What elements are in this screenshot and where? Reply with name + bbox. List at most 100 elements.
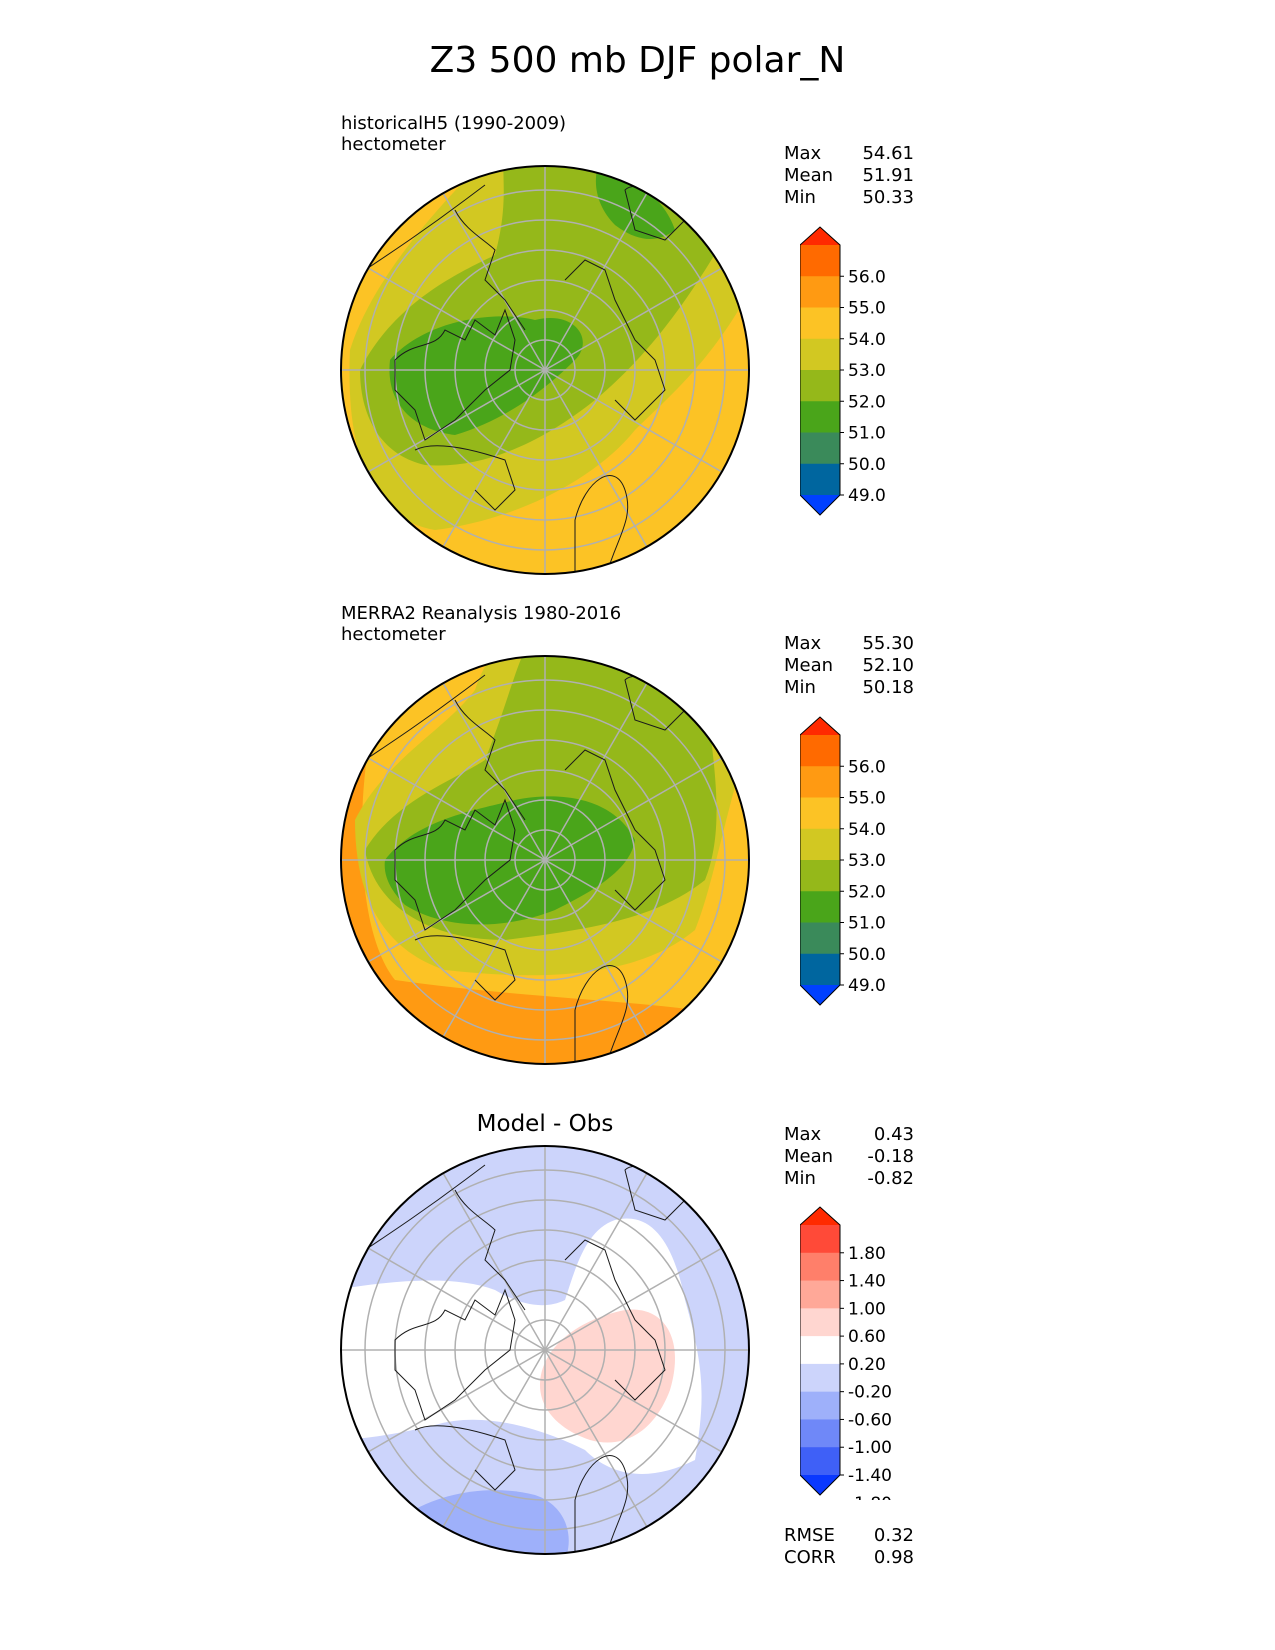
colorbar-segment — [800, 891, 840, 923]
panel-3-skill-stats: RMSE 0.32 CORR 0.98 — [784, 1525, 914, 1569]
colorbar-segment — [800, 922, 840, 955]
map-field — [595, 170, 675, 240]
colorbar-segment — [800, 797, 840, 830]
colorbar-tick-label: 48.0 — [848, 517, 886, 520]
map-boundary — [340, 165, 750, 575]
stat-label: Max — [784, 1124, 822, 1145]
colorbar-segment — [800, 245, 840, 277]
panel-1-case-label: historicalH5 (1990-2009) — [341, 113, 567, 134]
colorbar-segment — [800, 307, 840, 340]
colorbar-extend-max — [800, 227, 840, 245]
stat-label: Min — [784, 1168, 816, 1189]
colorbar-tick-label: 54.0 — [848, 330, 886, 350]
panel-1-polar-map — [340, 165, 750, 575]
colorbar-tick-label: 56.0 — [848, 267, 886, 287]
colorbar-tick-label: -1.00 — [848, 1438, 892, 1458]
stat-label: RMSE — [784, 1525, 835, 1546]
colorbar-segment — [800, 860, 840, 892]
panel-2-case-label: MERRA2 Reanalysis 1980-2016 — [341, 603, 622, 624]
colorbar-tick-label: 48.0 — [848, 1007, 886, 1010]
stat-label: Mean — [784, 165, 834, 186]
graticule — [341, 166, 749, 574]
stat-label: Min — [784, 677, 816, 698]
colorbar-tick-label: 1.80 — [848, 1244, 886, 1264]
colorbar-tick-label: 56.0 — [848, 757, 886, 777]
colorbar-tick-label: 50.0 — [848, 455, 886, 475]
colorbar-tick-label: 0.20 — [848, 1355, 886, 1375]
stat-label: Min — [784, 187, 816, 208]
colorbar-extend-min — [800, 495, 840, 515]
colorbar-segment — [800, 1252, 840, 1282]
colorbar-tick-label: 0.60 — [848, 1327, 886, 1347]
colorbar-extend-min — [800, 1475, 840, 1495]
map-boundary — [340, 655, 750, 1065]
stat-value: 51.91 — [862, 165, 914, 186]
colorbar-extend-min — [800, 985, 840, 1005]
stat-value: 54.61 — [862, 143, 914, 164]
colorbar-extend-max — [800, 1207, 840, 1225]
colorbar-tick-label: 52.0 — [848, 392, 886, 412]
colorbar-segment — [800, 735, 840, 767]
colorbar-segment — [800, 1363, 840, 1393]
panel-1-units-label: hectometer — [341, 134, 446, 155]
panel-2-units-label: hectometer — [341, 624, 446, 645]
panel-3-colorbar: 1.80 1.40 1.00 0.60 0.20 -0.20 -0.60 -1.00 -1.40… — [800, 1206, 892, 1500]
stat-value: 52.10 — [862, 655, 914, 676]
colorbar-segment — [800, 953, 840, 986]
colorbar-segment — [800, 276, 840, 308]
panel-1-colorbar: 56.0 55.0 54.0 53.0 52.0 51.0 50.0 49.0 48.0 — [800, 226, 886, 520]
panel-3-stats: Max 0.43 Mean -0.18 Min -0.82 — [784, 1124, 914, 1190]
colorbar-tick-label: 53.0 — [848, 361, 886, 381]
colorbar-extend-max — [800, 717, 840, 735]
colorbar-tick-label: 50.0 — [848, 945, 886, 965]
colorbar-segment — [800, 1391, 840, 1420]
graticule — [341, 656, 749, 1064]
panel-3-title: Model - Obs — [476, 1111, 614, 1137]
colorbar-segment — [800, 1225, 840, 1254]
map-field — [389, 316, 583, 435]
coastlines — [364, 674, 686, 1064]
colorbar-segment — [800, 1447, 840, 1476]
stat-value: -0.82 — [867, 1168, 914, 1189]
graticule — [341, 1146, 749, 1554]
panel-1-stats: Max 54.61 Mean 51.91 Min 50.33 — [784, 143, 914, 209]
stat-value: 55.30 — [862, 633, 914, 654]
colorbar-tick-label: 53.0 — [848, 851, 886, 871]
colorbar-segment — [800, 1308, 840, 1337]
panel-2-stats: Max 55.30 Mean 52.10 Min 50.18 — [784, 633, 914, 699]
map-boundary — [340, 1145, 750, 1555]
colorbar-segment — [800, 338, 840, 371]
colorbar-tick-label: 1.40 — [848, 1272, 886, 1292]
stat-label: Max — [784, 633, 822, 654]
colorbar-tick-label: -1.40 — [848, 1466, 892, 1486]
colorbar-tick-label: -0.20 — [848, 1383, 892, 1403]
colorbar-tick-label: 55.0 — [848, 789, 886, 809]
colorbar-tick-label: 52.0 — [848, 882, 886, 902]
stat-value: 50.33 — [862, 187, 914, 208]
stat-value: 0.98 — [873, 1547, 914, 1568]
figure-title: Z3 500 mb DJF polar_N — [429, 40, 846, 81]
colorbar-tick-label: -1.80 — [848, 1494, 892, 1500]
colorbar-tick-label: 49.0 — [848, 976, 886, 996]
colorbar-segment — [800, 370, 840, 402]
colorbar-segment — [800, 432, 840, 465]
stat-value: 50.18 — [862, 677, 914, 698]
colorbar-segment — [800, 463, 840, 496]
colorbar-segment — [800, 828, 840, 861]
colorbar-segment — [800, 1419, 840, 1448]
colorbar-tick-label: 51.0 — [848, 914, 886, 934]
colorbar-tick-label: 1.00 — [848, 1299, 886, 1319]
colorbar-tick-label: 55.0 — [848, 299, 886, 319]
colorbar-segment — [800, 401, 840, 433]
panel-2-colorbar: 56.0 55.0 54.0 53.0 52.0 51.0 50.0 49.0 48.0 — [800, 716, 886, 1010]
stat-value: 0.43 — [873, 1124, 914, 1145]
stat-value: 0.32 — [873, 1525, 914, 1546]
colorbar-tick-label: 49.0 — [848, 486, 886, 506]
colorbar-tick-label: 54.0 — [848, 820, 886, 840]
panel-2-polar-map — [340, 655, 750, 1065]
panel-3-polar-map — [340, 1145, 750, 1555]
colorbar-segment — [800, 1280, 840, 1309]
colorbar-segment — [800, 1336, 840, 1365]
colorbar-segment — [800, 766, 840, 798]
colorbar-tick-label: 51.0 — [848, 424, 886, 444]
